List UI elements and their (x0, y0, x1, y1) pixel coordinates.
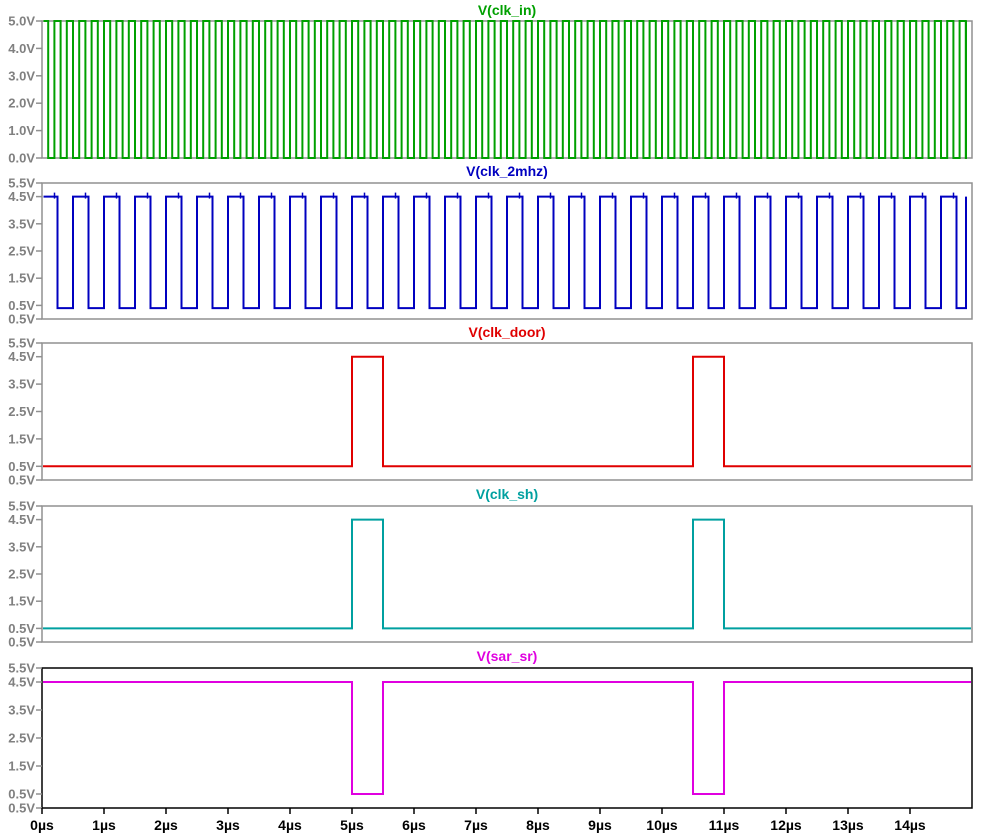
y-tick-label: 0.5V (8, 621, 35, 636)
x-tick-label: 7µs (464, 817, 488, 833)
y-tick-label: 2.0V (8, 96, 35, 111)
x-tick-label: 2µs (154, 817, 178, 833)
y-tick-label: 0.5V (8, 459, 35, 474)
pane-5: V(sar_sr) 0.5V0.5V 1.5V 2.5V 3.5V 4.5V5.5V (8, 648, 973, 816)
y-tick-label: 0.5V (8, 312, 35, 327)
pane-4: V(clk_sh) 0.5V0.5V 1.5V 2.5V 3.5V 4.5V5.5V (8, 486, 973, 650)
y-tick-label: 5.5V (8, 499, 35, 514)
x-tick-label: 12µs (770, 817, 802, 833)
trace-line (43, 681, 971, 795)
y-tick-label: 0.5V (8, 801, 35, 816)
y-tick-label: 4.0V (8, 41, 35, 56)
y-tick-label: 3.5V (8, 703, 35, 718)
pane-frame (41, 505, 973, 643)
y-tick-label: 0.5V (8, 635, 35, 650)
y-tick-label: 4.5V (8, 349, 35, 364)
y-tick-label: 0.0V (8, 151, 35, 166)
y-tick-label: 5.5V (8, 661, 35, 676)
trace-line (43, 518, 971, 630)
y-tick-label: 3.5V (8, 539, 35, 554)
y-tick-label: 5.5V (8, 176, 35, 191)
x-tick-label: 5µs (340, 817, 364, 833)
trace-line (43, 355, 971, 468)
x-tick-label: 9µs (588, 817, 612, 833)
trace-title: V(clk_2mhz) (466, 163, 548, 179)
y-tick-label: 3.5V (8, 377, 35, 392)
y-tick-label: 5.0V (8, 14, 35, 29)
pane-frame (41, 342, 973, 481)
x-tick-label: 10µs (646, 817, 678, 833)
y-tick-label: 1.5V (8, 431, 35, 446)
y-tick-label: 1.0V (8, 123, 35, 138)
pane-frame (41, 667, 973, 809)
x-tick-label: 4µs (278, 817, 302, 833)
x-tick-label: 1µs (92, 817, 116, 833)
trace-line (43, 20, 967, 159)
y-tick-label: 1.5V (8, 271, 35, 286)
y-tick-label: 2.5V (8, 404, 35, 419)
x-tick-label: 8µs (526, 817, 550, 833)
y-tick-label: 2.5V (8, 567, 35, 582)
trace-line (43, 195, 967, 310)
x-tick-label: 13µs (832, 817, 864, 833)
y-tick-label: 3.0V (8, 68, 35, 83)
pane-1: V(clk_in) 0.0V 1.0V 2.0V 3.0V 4.0V 5.0V (8, 2, 973, 166)
pane-2: V(clk_2mhz) 0.5V0.5V 1.5V 2.5V 3.5V 4.5V5.5V (8, 163, 973, 327)
x-tick-label: 6µs (402, 817, 426, 833)
y-tick-label: 4.5V (8, 189, 35, 204)
x-tick-label: 3µs (216, 817, 240, 833)
y-tick-label: 5.5V (8, 336, 35, 351)
y-tick-label: 3.5V (8, 216, 35, 231)
x-tick-label: 11µs (709, 817, 740, 833)
x-axis: 0µs 1µs 2µs 3µs 4µs 5µs 6µs 7µs 8µs 9µs 10µs 11µs 12… (30, 808, 926, 833)
y-tick-label: 4.5V (8, 675, 35, 690)
y-tick-label: 0.5V (8, 473, 35, 488)
y-tick-label: 4.5V (8, 512, 35, 527)
y-tick-label: 0.5V (8, 787, 35, 802)
trace-title: V(clk_door) (468, 324, 545, 340)
y-tick-label: 0.5V (8, 298, 35, 313)
y-tick-label: 1.5V (8, 594, 35, 609)
x-tick-label: 14µs (894, 817, 926, 833)
trace-title: V(clk_in) (478, 2, 536, 18)
x-tick-label: 0µs (30, 817, 54, 833)
y-tick-label: 1.5V (8, 759, 35, 774)
y-tick-label: 2.5V (8, 244, 35, 259)
trace-title: V(clk_sh) (476, 486, 538, 502)
y-tick-label: 2.5V (8, 731, 35, 746)
pane-3: V(clk_door) 0.5V0.5V 1.5V 2.5V 3.5V 4.5V5.5V (8, 324, 973, 488)
trace-title: V(sar_sr) (477, 648, 538, 664)
